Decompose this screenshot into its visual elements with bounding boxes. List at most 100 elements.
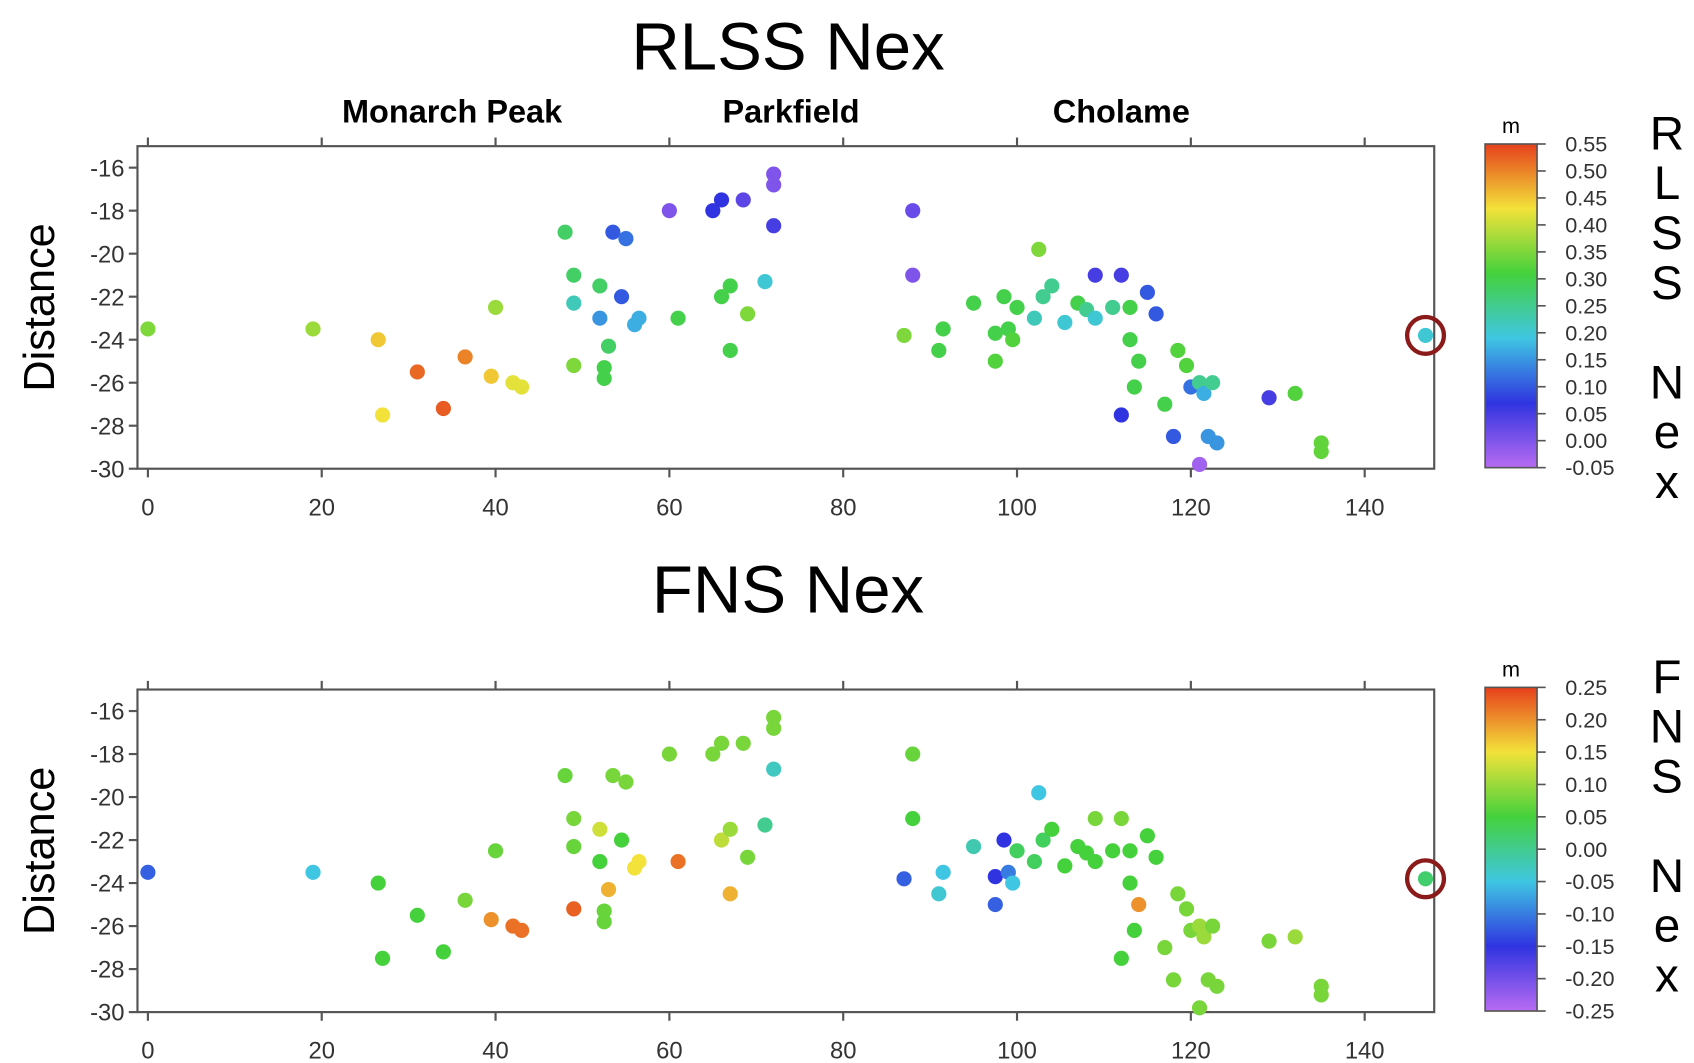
highlight-circle — [1404, 314, 1447, 356]
y-tick-label: -16 — [90, 699, 124, 726]
point — [457, 892, 473, 908]
x-tick-label: 100 — [997, 1038, 1037, 1063]
region-label: Parkfield — [722, 93, 859, 129]
x-tick-label: 120 — [1171, 494, 1211, 521]
point — [1287, 929, 1303, 945]
colorbar-tick-label: 0.20 — [1565, 707, 1607, 732]
highlight-circle — [1404, 858, 1447, 900]
point — [1191, 1000, 1208, 1016]
point — [757, 274, 773, 290]
colorbar-tick-label: 0.50 — [1565, 159, 1607, 184]
point — [965, 838, 982, 855]
colorbar-tick-label: 0.15 — [1565, 347, 1607, 372]
point — [1031, 241, 1047, 257]
point — [1044, 821, 1060, 837]
colorbar-tick-label: 0.05 — [1565, 401, 1607, 426]
x-tick-label: 0 — [141, 494, 154, 521]
point — [487, 843, 504, 859]
colorbar-tick-label: -0.20 — [1565, 966, 1614, 991]
colorbar-tick-label: -0.15 — [1565, 934, 1614, 959]
colorbar — [1484, 686, 1538, 1012]
point — [713, 289, 730, 305]
colorbar-tick-label: 0.10 — [1565, 772, 1607, 797]
point — [987, 325, 1003, 341]
point — [722, 821, 738, 837]
point — [1126, 922, 1142, 938]
point — [661, 746, 677, 762]
point — [1087, 267, 1103, 283]
point — [140, 321, 156, 337]
colorbar-tick-label: 0.45 — [1565, 186, 1607, 211]
colorbar-tick-label: 0.25 — [1565, 675, 1607, 700]
y-tick-label: -18 — [90, 742, 124, 769]
point — [483, 368, 499, 384]
point — [705, 746, 721, 762]
y-tick-label: -22 — [90, 828, 124, 855]
point — [713, 735, 730, 751]
x-tick-label: 60 — [656, 1038, 682, 1063]
point — [722, 342, 738, 359]
point — [905, 810, 921, 827]
point — [1131, 896, 1147, 913]
point — [1105, 843, 1121, 859]
point — [627, 860, 643, 876]
point — [1087, 310, 1103, 326]
plot-frame — [136, 145, 1436, 470]
point — [1035, 289, 1051, 305]
colorbar-tick-label: -0.05 — [1565, 869, 1614, 894]
point — [1005, 332, 1021, 348]
point — [370, 875, 386, 891]
point — [896, 871, 912, 887]
point — [1157, 940, 1173, 956]
point — [592, 310, 608, 326]
point — [514, 379, 530, 395]
point — [592, 821, 608, 837]
colorbar-tick-label: 0.55 — [1565, 132, 1607, 157]
x-tick-label: 80 — [830, 1038, 856, 1063]
point — [1157, 396, 1173, 412]
point — [618, 774, 634, 790]
point — [600, 881, 617, 898]
point — [1139, 284, 1155, 300]
point — [1178, 901, 1195, 917]
colorbar-tick-label: 0.30 — [1565, 266, 1607, 291]
chart-title: RLSS Nex — [631, 9, 944, 84]
point — [713, 192, 730, 208]
point — [1044, 278, 1060, 294]
point — [713, 832, 730, 848]
point — [613, 832, 630, 848]
point — [1113, 810, 1129, 827]
point — [566, 810, 582, 827]
point — [566, 838, 582, 855]
point — [996, 832, 1012, 848]
colorbar-tick-label: -0.10 — [1565, 901, 1614, 926]
y-tick-label: -30 — [90, 456, 124, 483]
colorbar-tick-label: 0.25 — [1565, 293, 1607, 318]
point — [1122, 299, 1138, 316]
point — [605, 224, 621, 240]
plot-frame — [136, 688, 1436, 1014]
point — [305, 321, 321, 337]
point — [627, 317, 643, 333]
point — [1196, 929, 1212, 945]
point — [905, 267, 921, 283]
chart-title: FNS Nex — [652, 553, 924, 628]
point — [1087, 810, 1103, 827]
point — [1417, 327, 1434, 343]
point — [735, 192, 751, 208]
point — [905, 203, 921, 219]
point — [557, 224, 573, 240]
point — [596, 914, 612, 930]
point — [1205, 918, 1221, 934]
point — [1113, 407, 1129, 423]
y-tick-label: -26 — [90, 914, 124, 941]
colorbar-label: m — [1502, 657, 1520, 682]
x-tick-label: 40 — [482, 494, 508, 521]
point — [1105, 299, 1121, 316]
point — [592, 278, 608, 294]
point — [931, 886, 947, 902]
point — [374, 950, 391, 966]
